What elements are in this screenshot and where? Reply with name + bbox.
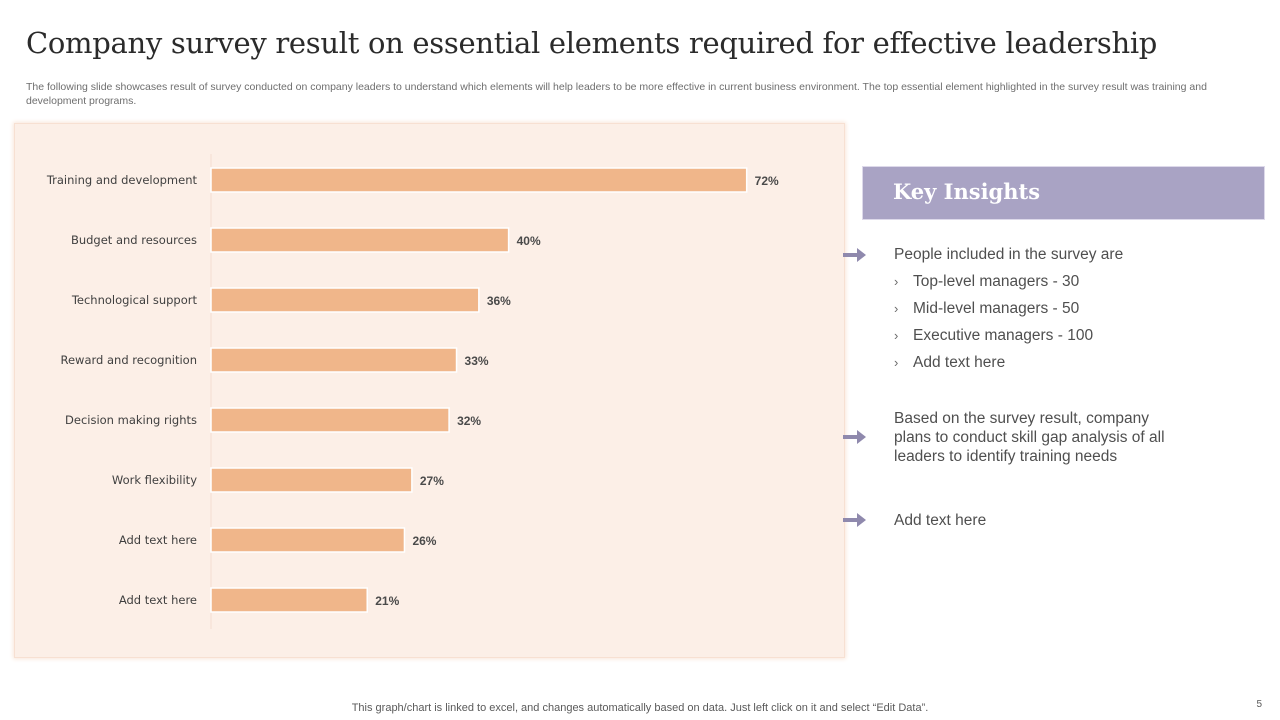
- data-label: 21%: [375, 594, 399, 608]
- bar[interactable]: [210, 407, 450, 433]
- right-arrow-icon: [843, 513, 866, 527]
- data-label: 32%: [457, 414, 481, 428]
- data-label: 36%: [487, 294, 511, 308]
- bar[interactable]: [210, 467, 413, 493]
- category-label: Add text here: [119, 533, 197, 547]
- data-label: 27%: [420, 474, 444, 488]
- chart-panel[interactable]: Training and development 72% Budget and re…: [15, 124, 844, 657]
- chevron-right-icon: ›: [894, 274, 899, 289]
- category-label: Decision making rights: [65, 413, 197, 427]
- chevron-right-icon: ›: [894, 328, 899, 343]
- bar[interactable]: [210, 287, 480, 313]
- bar[interactable]: [210, 527, 406, 553]
- category-label: Technological support: [71, 293, 198, 307]
- page-number: 5: [1256, 699, 1262, 710]
- insight-1-intro: People included in the survey are: [894, 246, 1124, 263]
- bullet-text: Executive managers - 100: [913, 327, 1094, 344]
- bar[interactable]: [210, 587, 368, 613]
- bar-chart[interactable]: Training and development 72% Budget and re…: [15, 124, 844, 657]
- right-arrow-icon: [843, 248, 866, 262]
- key-insights-header: Key Insights: [863, 167, 1264, 219]
- chevron-right-icon: ›: [894, 301, 899, 316]
- bar[interactable]: [210, 227, 510, 253]
- slide-title: Company survey result on essential eleme…: [26, 26, 1158, 60]
- bullet-text: Top-level managers - 30: [913, 273, 1080, 290]
- category-label: Add text here: [119, 593, 197, 607]
- bar[interactable]: [210, 167, 748, 193]
- category-label: Budget and resources: [71, 233, 197, 247]
- insight-2-text: Based on the survey result, company plan…: [894, 410, 1165, 465]
- chevron-right-icon: ›: [894, 355, 899, 370]
- footer-note: This graph/chart is linked to excel, and…: [351, 702, 929, 714]
- category-label: Training and development: [46, 173, 198, 187]
- bullet-text: Add text here: [913, 354, 1006, 371]
- bullet-text: Mid-level managers - 50: [913, 300, 1080, 317]
- key-insights-title: Key Insights: [893, 179, 1041, 204]
- insight-1-bullet: › Executive managers - 100: [894, 326, 1093, 345]
- data-label: 40%: [517, 234, 541, 248]
- data-label: 72%: [755, 174, 779, 188]
- insight-1-bullet: › Top-level managers - 30: [894, 272, 1079, 291]
- bar[interactable]: [210, 347, 458, 373]
- data-label: 26%: [412, 534, 436, 548]
- insight-3-text: Add text here: [894, 512, 987, 529]
- insight-1-bullet: › Mid-level managers - 50: [894, 299, 1079, 318]
- slide-subtitle: The following slide showcases result of …: [26, 81, 1207, 107]
- category-label: Work flexibility: [112, 473, 197, 487]
- right-arrow-icon: [843, 430, 866, 444]
- data-label: 33%: [465, 354, 489, 368]
- category-label: Reward and recognition: [61, 353, 198, 367]
- insight-1-bullet: › Add text here: [894, 353, 1005, 372]
